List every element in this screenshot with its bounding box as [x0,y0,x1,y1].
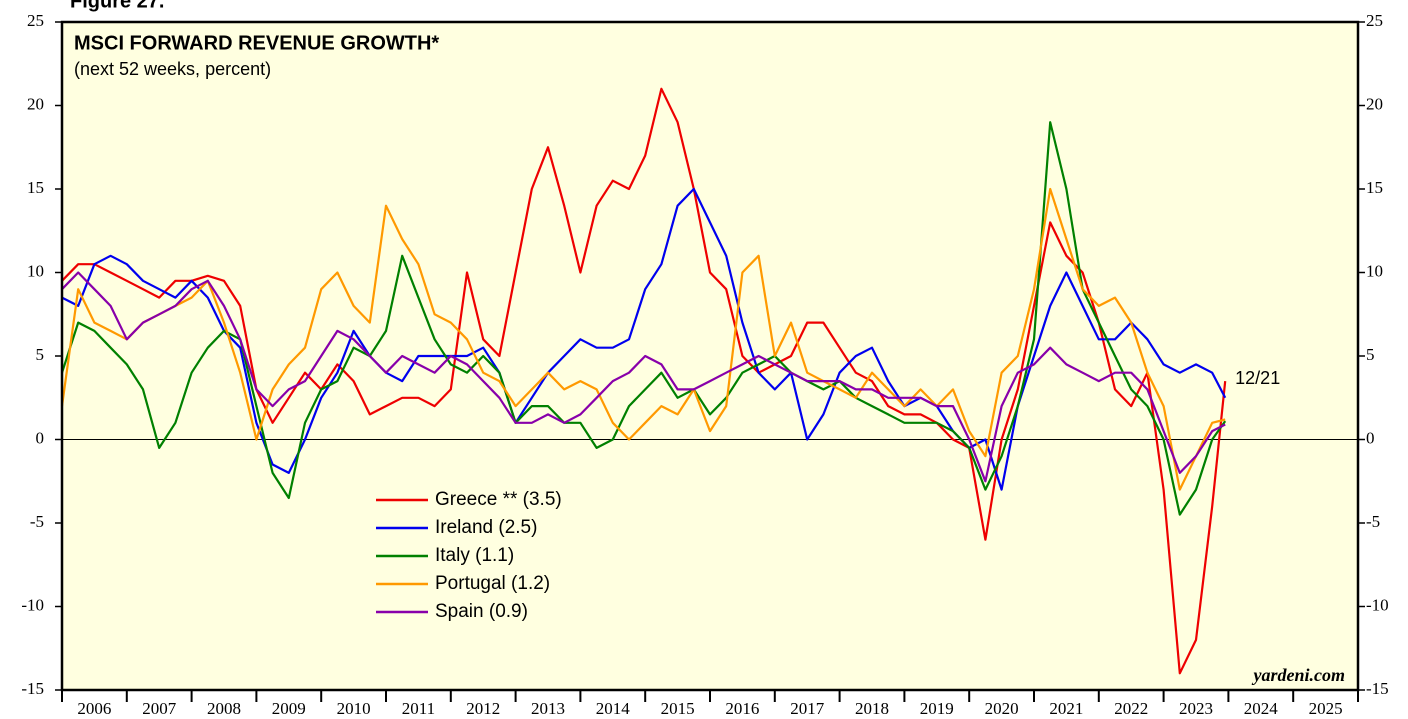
y2-tick-label: 15 [1366,178,1383,197]
x-tick-label: 2018 [855,699,889,718]
source: yardeni.com [1252,665,1346,685]
x-tick-label: 2012 [466,699,500,718]
y2-tick-label: 25 [1366,11,1383,30]
y-tick-label: 15 [27,178,44,197]
y2-tick-label: 0 [1366,428,1375,447]
x-tick-label: 2006 [77,699,111,718]
plot-frame [60,20,1360,692]
y-tick-label: -15 [21,679,44,698]
series-line [60,121,1227,516]
x-tick-label: 2011 [402,699,435,718]
x-tick-label: 2025 [1309,699,1343,718]
plot-background [62,22,1358,690]
x-tick-label: 2009 [272,699,306,718]
x-tick-label: 2014 [596,699,631,718]
y-tick-label: 25 [27,11,44,30]
legend-label: Italy (1.1) [435,545,514,566]
legend-label: Portugal (1.2) [435,573,550,594]
x-tick-label: 2017 [790,699,825,718]
y2-tick-label: 20 [1366,94,1383,113]
x-tick-label: 2021 [1049,699,1083,718]
x-tick-label: 2016 [725,699,759,718]
x-tick-label: 2019 [920,699,954,718]
x-tick-label: 2015 [661,699,695,718]
figure-label: Figure 27. [70,0,164,12]
chart-title: MSCI FORWARD REVENUE GROWTH* [74,32,439,54]
x-tick-label: 2020 [985,699,1019,718]
x-tick-label: 2023 [1179,699,1213,718]
y2-tick-label: -5 [1366,512,1380,531]
x-tick-label: 2010 [337,699,371,718]
x-tick-label: 2024 [1244,699,1279,718]
y-tick-label: 20 [27,94,44,113]
series-line [61,187,1227,491]
y2-tick-label: 5 [1366,345,1375,364]
y-tick-label: -5 [30,512,44,531]
chart-subtitle: (next 52 weeks, percent) [74,59,271,79]
y2-tick-label: -10 [1366,595,1389,614]
y2-tick-label: 10 [1366,261,1383,280]
x-tick-label: 2022 [1114,699,1148,718]
series-line [60,187,1226,491]
x-tick-label: 2008 [207,699,241,718]
x-tick-label: 2007 [142,699,177,718]
annotation: 12/21 [1235,368,1280,388]
y-tick-label: 10 [27,261,44,280]
y2-tick-label: -15 [1366,679,1389,698]
series-line [61,271,1226,483]
legend-label: Spain (0.9) [435,601,528,622]
legend-label: Greece ** (3.5) [435,489,562,510]
y-tick-label: 5 [36,345,45,364]
legend-label: Ireland (2.5) [435,517,537,538]
y-tick-label: -10 [21,595,44,614]
y-tick-label: 0 [36,428,45,447]
x-tick-label: 2013 [531,699,565,718]
